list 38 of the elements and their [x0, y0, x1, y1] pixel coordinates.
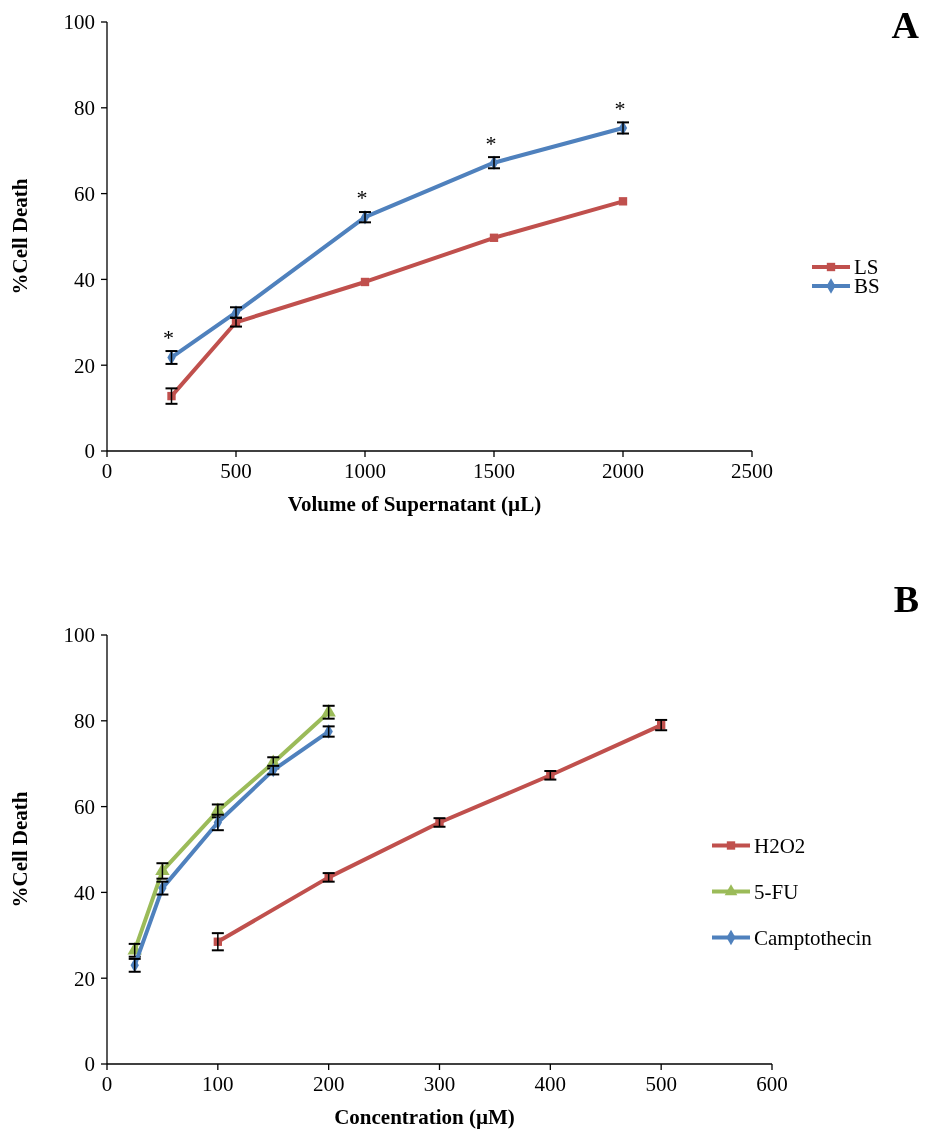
legend-label: 5-FU [754, 879, 799, 904]
x-tick-label: 0 [101, 1072, 113, 1096]
legend-label: H2O2 [754, 833, 806, 858]
x-tick-label: 400 [534, 1072, 567, 1096]
x-tick-label: 1500 [473, 459, 515, 483]
legend-label: Camptothecin [754, 925, 873, 950]
y-tick-label: 80 [74, 709, 95, 734]
x-axis-title: Volume of Supernatant (µL) [287, 492, 542, 516]
x-axis-title: Concentration (µM) [334, 1105, 515, 1129]
text: B [893, 578, 919, 620]
x-tick-label: 1000 [344, 459, 386, 483]
x-tick-label: 500 [220, 459, 252, 483]
x-tick-label: 300 [423, 1072, 456, 1096]
annotation: * [485, 130, 497, 156]
annotation: * [614, 95, 626, 121]
annotation: * [163, 325, 174, 351]
y-tick-label: 0 [84, 439, 95, 464]
y-tick-label: 40 [74, 880, 95, 905]
y-tick-label: 100 [63, 10, 95, 35]
y-axis-title: %Cell Death [8, 178, 32, 295]
x-tick-label: 2000 [602, 459, 644, 483]
y-tick-label: 80 [74, 96, 95, 121]
y-tick-label: 60 [74, 794, 95, 819]
x-tick-label: 100 [202, 1072, 234, 1096]
x-tick-label: 0 [101, 459, 113, 483]
text: A [891, 4, 920, 46]
x-tick-label: 200 [312, 1072, 345, 1096]
y-tick-label: 0 [84, 1052, 95, 1077]
x-tick-label: 600 [756, 1072, 788, 1096]
y-tick-label: 40 [74, 267, 95, 292]
y-axis-title: %Cell Death [8, 791, 32, 908]
y-tick-label: 60 [74, 181, 95, 206]
y-tick-label: 20 [74, 966, 95, 991]
annotation: * [356, 185, 368, 211]
y-tick-label: 100 [63, 623, 95, 648]
y-tick-label: 20 [74, 353, 95, 378]
x-tick-label: 2500 [731, 459, 773, 483]
x-tick-label: 500 [645, 1072, 677, 1096]
